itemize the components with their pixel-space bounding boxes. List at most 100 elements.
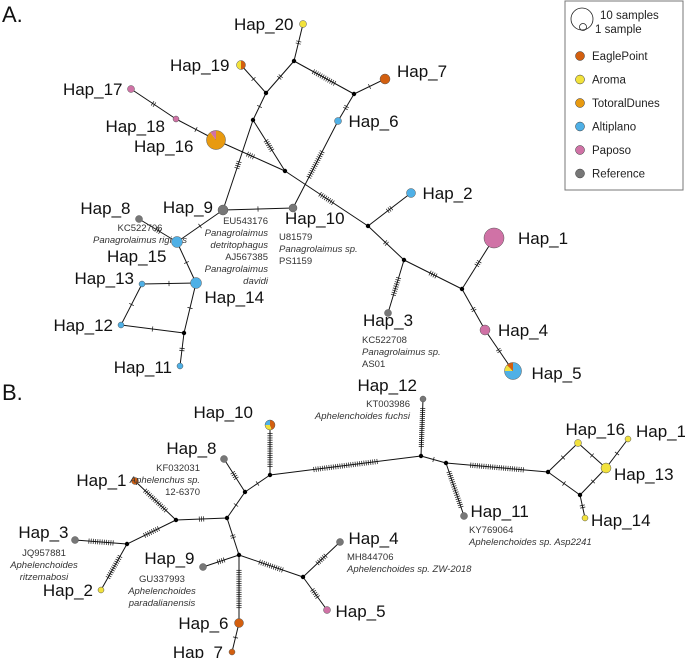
median-vector-node (418, 453, 424, 459)
mutation-tick (457, 503, 463, 507)
haplotype-label: Hap_8 (80, 199, 130, 218)
haplotype-node (220, 455, 228, 463)
network-edge (302, 541, 341, 578)
mutation-tick (562, 481, 566, 486)
median-vector-node (459, 286, 465, 292)
mutation-tick (560, 455, 566, 460)
pie-slice-altiplano (265, 420, 270, 425)
mutation-tick (311, 589, 317, 594)
species-label: Panagrolaimus (205, 264, 269, 275)
haplotype-node (117, 321, 125, 329)
haplotype-node (479, 324, 491, 336)
mutation-tick (580, 506, 586, 509)
mutation-tick (250, 153, 253, 159)
mutation-tick (385, 208, 390, 214)
mutation-tick (105, 575, 111, 580)
accession-label: KY769064 (469, 525, 513, 536)
network-edge (420, 398, 424, 457)
haplotype-hap-7: Hap_7 (379, 62, 447, 85)
haplotype-label: Hap_4 (498, 321, 548, 340)
legend-paposo-swatch-icon (575, 145, 585, 155)
mutation-tick (269, 148, 275, 152)
mutation-tick (230, 534, 236, 537)
legend-size-small-icon (579, 23, 587, 31)
median-vector-node (365, 223, 371, 229)
legend-aroma-swatch-icon (575, 74, 585, 85)
haplotype-node (131, 477, 139, 485)
mutation-tick (451, 485, 457, 488)
mutation-tick (152, 102, 157, 107)
accession-label: MH844706 (347, 552, 393, 563)
species-label: ritzemabosi (20, 572, 69, 583)
mutation-tick (233, 503, 239, 507)
species-label: Panagrolaimus sp. (279, 244, 358, 255)
haplotype-node (379, 73, 391, 85)
mutation-tick (154, 226, 158, 232)
mutation-tick (392, 287, 398, 290)
mutation-tick (345, 462, 348, 468)
panel-a-label: A. (2, 2, 23, 27)
mutation-tick (389, 205, 394, 211)
mutation-tick (432, 272, 436, 278)
mutation-tick (394, 283, 400, 286)
haplotype-node (190, 277, 202, 289)
mutation-tick (312, 591, 318, 596)
mutation-tick (267, 144, 272, 149)
median-vector-node (351, 91, 357, 97)
haplotype-label: Hap_9 (144, 549, 194, 568)
mutation-tick (272, 564, 276, 570)
mutation-tick (452, 489, 458, 492)
haplotype-label: Hap_12 (357, 376, 417, 395)
mutation-tick (159, 503, 164, 508)
haplotype-label: Hap_4 (349, 529, 399, 548)
pie-slice-eaglepoint (241, 60, 246, 70)
mutation-tick (246, 151, 249, 157)
mutation-tick (450, 483, 456, 486)
haplotype-node (600, 462, 612, 474)
haplotype-label: Hap_2 (43, 581, 93, 600)
haplotype-hap-13: Hap_13 (600, 462, 674, 484)
haplotype-label: Hap_11 (471, 502, 529, 521)
mutation-tick (218, 558, 222, 564)
mutation-tick (359, 461, 361, 467)
mutation-tick (310, 167, 316, 171)
mutation-tick (147, 493, 152, 498)
haplotype-label: Hap_16 (134, 137, 194, 156)
network-edge (292, 120, 339, 209)
haplotype-label: Hap_5 (336, 602, 386, 621)
haplotype-node (624, 435, 632, 443)
accession-label: GU337993 (139, 574, 185, 585)
network-edge (223, 458, 246, 493)
mutation-tick (329, 199, 333, 204)
haplotype-hap-15: Hap_15 (107, 236, 183, 266)
mutation-tick (233, 476, 239, 480)
haplotype-label: Hap_13 (74, 269, 134, 288)
haplotype-node (504, 362, 522, 380)
mutation-tick (155, 500, 160, 505)
mutation-tick (236, 160, 242, 164)
mutation-tick (430, 271, 434, 277)
accession-label: KT003986 (366, 399, 410, 410)
network-edge (265, 60, 295, 94)
mutation-tick (262, 560, 265, 567)
mutation-tick (321, 74, 325, 80)
mutation-tick (251, 77, 256, 81)
accession-label: JQ957881 (22, 548, 66, 559)
accession-label: EU543176 (223, 216, 268, 227)
species-label: davidi (243, 276, 269, 287)
network-edge (367, 225, 405, 261)
mutation-tick (308, 171, 314, 175)
median-vector-node (443, 460, 449, 466)
median-vector-node (124, 541, 130, 547)
legend-eaglepoint-swatch-icon (575, 51, 585, 61)
mutation-tick (452, 487, 458, 490)
mutation-tick (317, 72, 321, 78)
mutation-tick (447, 472, 453, 476)
haplotype-hap-1: Hap_1 (483, 227, 568, 249)
mutation-tick (352, 461, 354, 468)
mutation-tick (114, 560, 120, 564)
